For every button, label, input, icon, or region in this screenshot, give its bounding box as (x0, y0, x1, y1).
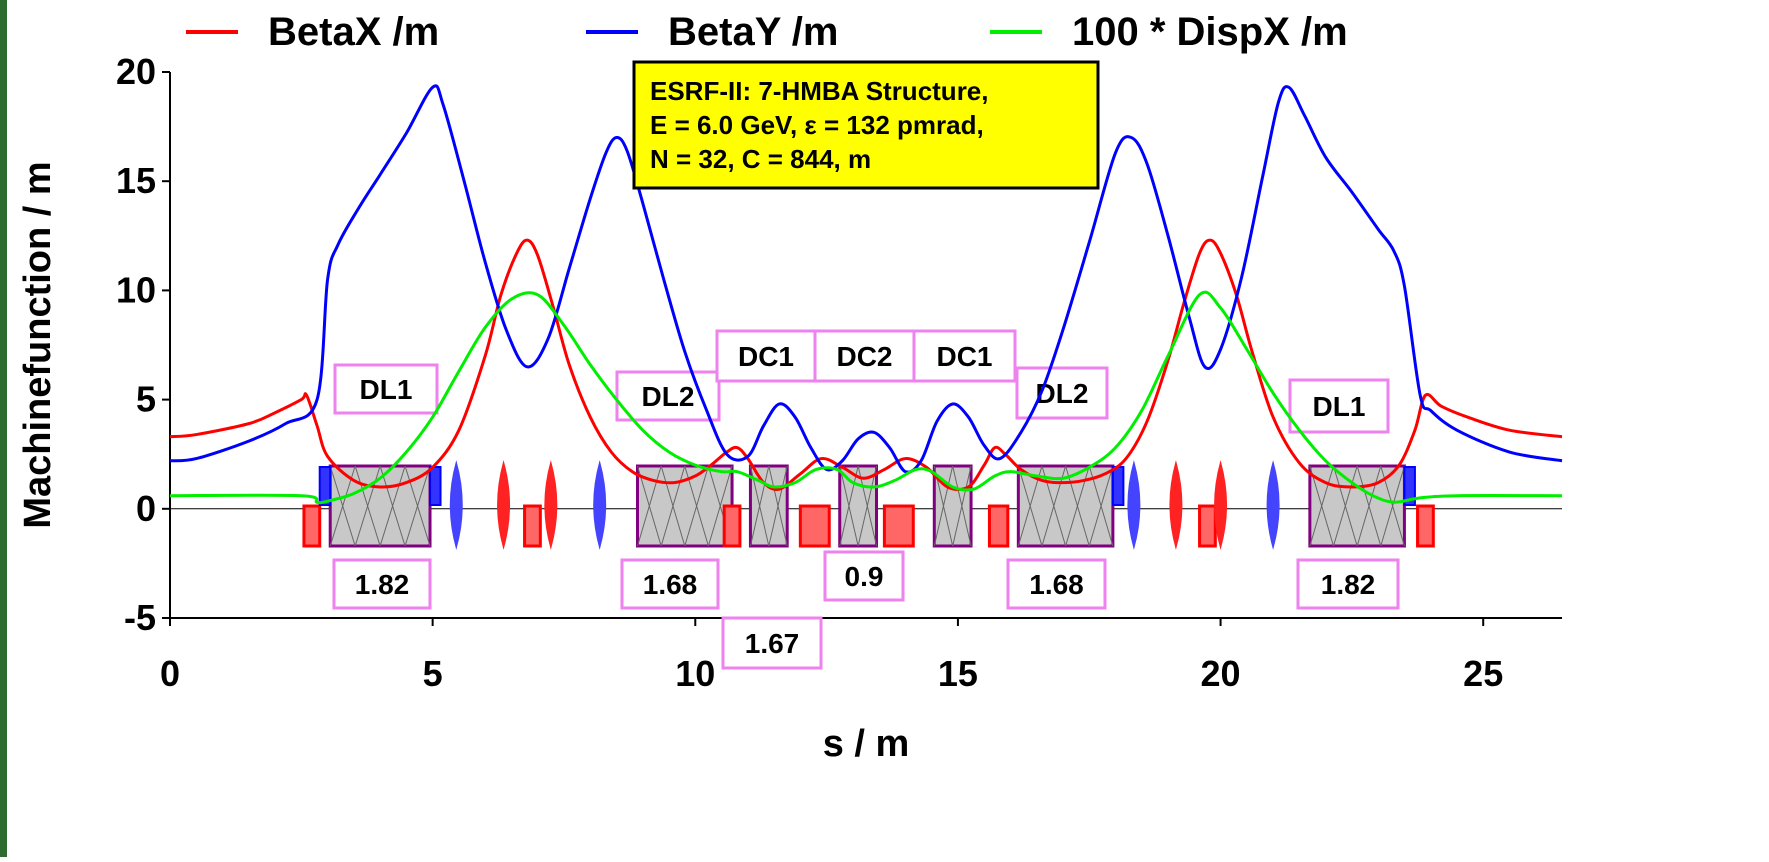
focusing-sextupole (497, 460, 511, 550)
dipole-hatch (839, 465, 859, 547)
quadrupole-block (987, 504, 1010, 548)
section-label-box (912, 329, 1017, 383)
x-tick-label: 20 (1201, 653, 1241, 694)
dipole-hatch (379, 465, 406, 547)
defocusing-sextupole (593, 460, 607, 550)
section-label: DL1 (360, 374, 413, 405)
dispx-series-line (169, 290, 1563, 505)
dipole-block (636, 464, 734, 548)
x-tick-label: 15 (938, 653, 978, 694)
section-label: DC1 (738, 341, 794, 372)
corrector-block (318, 466, 332, 506)
dipole-hatch (354, 465, 381, 547)
corrector-block (1403, 466, 1416, 506)
section-label-box (333, 363, 439, 415)
quadrupole-block (798, 504, 831, 548)
corrector-block (429, 466, 442, 506)
focusing-sextupole (1214, 460, 1228, 550)
curves-layer (169, 84, 1563, 505)
y-tick-label: 20 (116, 51, 156, 92)
dipole-hatch (660, 465, 686, 547)
dipole-hatch (1356, 465, 1382, 547)
dipole-block (1308, 464, 1406, 548)
length-label: 1.67 (745, 628, 800, 659)
focusing-sextupole (544, 460, 558, 550)
length-label-box (823, 550, 905, 602)
info-box: ESRF-II: 7-HMBA Structure, E = 6.0 GeV, ε… (632, 60, 1100, 190)
dipole-hatch (1333, 465, 1358, 547)
section-label: DL2 (1036, 378, 1089, 409)
quadrupole-block (302, 504, 322, 548)
dipole-hatch (1309, 465, 1334, 547)
length-label-box (332, 558, 432, 610)
betay-series-line (169, 84, 1563, 474)
focusing-sextupole (1169, 460, 1183, 550)
magnet-elements-layer (302, 460, 1435, 550)
x-tick-label: 5 (423, 653, 443, 694)
section-labels-layer: DL1 DL2 DC1 DC2 DC1 DL2 DL1 1.82 1.68 1.67 0.9 1.68… (332, 329, 1400, 670)
length-label-box (1006, 558, 1107, 610)
x-tick-label: 10 (675, 653, 715, 694)
section-label: DC1 (936, 341, 992, 372)
x-tick-label: 25 (1463, 653, 1503, 694)
legend-label-betax: BetaX /m (268, 10, 439, 54)
section-label-box (715, 329, 817, 383)
section-label-box (1015, 366, 1109, 420)
legend: BetaX /m BetaY /m 100 * DispX /m (186, 10, 1348, 54)
length-label-box (620, 558, 720, 610)
dipole-hatch (637, 465, 662, 547)
defocusing-sextupole (1127, 460, 1141, 550)
defocusing-sextupole (1266, 460, 1280, 550)
length-label: 1.82 (1321, 569, 1376, 600)
length-label: 1.68 (643, 569, 698, 600)
info-box-line: N = 32, C = 844, m (650, 144, 871, 174)
quadrupole-block (882, 504, 915, 548)
length-label: 0.9 (845, 561, 884, 592)
defocusing-sextupole (449, 460, 463, 550)
length-label-box (1296, 558, 1400, 610)
legend-label-betay: BetaY /m (668, 10, 838, 54)
y-tick-label: 15 (116, 160, 156, 201)
length-label: 1.82 (355, 569, 410, 600)
legend-label-dispx: 100 * DispX /m (1072, 10, 1348, 54)
section-label-box (1288, 378, 1390, 434)
dipole-hatch (952, 465, 972, 547)
quadrupole-block (1198, 504, 1217, 548)
quadrupole-block (1416, 504, 1435, 548)
section-label: DL2 (642, 381, 695, 412)
dipole-hatch (768, 465, 788, 547)
corrector-block (1111, 466, 1125, 506)
quadrupole-block (523, 504, 542, 548)
info-box-line: ESRF-II: 7-HMBA Structure, (650, 76, 989, 106)
x-tick-label: 0 (160, 653, 180, 694)
section-label: DL1 (1313, 391, 1366, 422)
left-border (0, 0, 7, 857)
y-tick-label: -5 (124, 597, 156, 638)
quadrupole-block (722, 504, 742, 548)
y-tick-label: 0 (136, 488, 156, 529)
betax-series-line (169, 238, 1563, 492)
y-axis-label: Machinefunction / m (17, 161, 59, 528)
dipole-hatch (404, 465, 431, 547)
length-label: 1.68 (1029, 569, 1084, 600)
length-label-box (721, 616, 823, 670)
info-box-background (632, 60, 1100, 190)
x-axis-label: s / m (823, 723, 910, 765)
info-box-line: E = 6.0 GeV, ε = 132 pmrad, (650, 110, 984, 140)
y-tick-label: 10 (116, 269, 156, 310)
section-label: DC2 (836, 341, 892, 372)
y-tick-label: 5 (136, 379, 156, 420)
